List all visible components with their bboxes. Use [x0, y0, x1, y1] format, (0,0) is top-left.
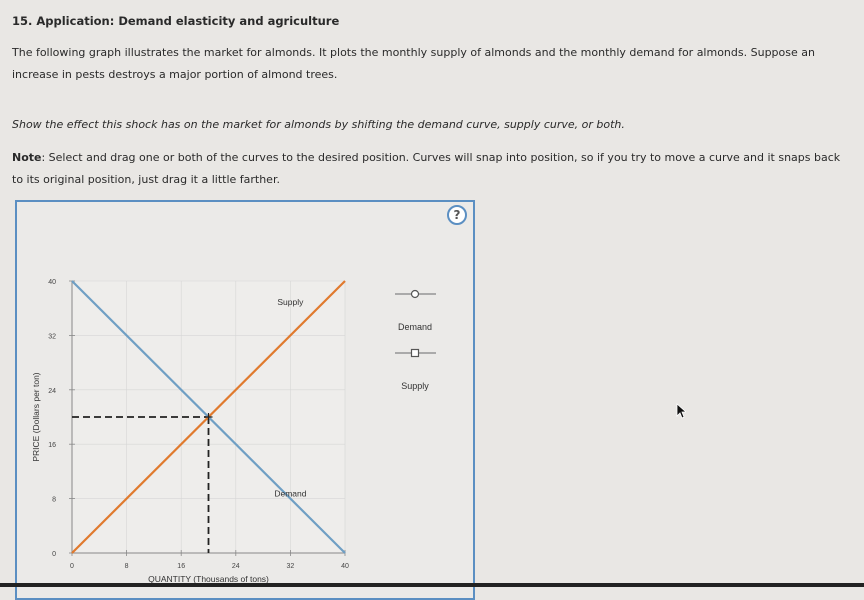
question-instruction: Show the effect this shock has on the ma…	[12, 118, 625, 131]
legend-supply-label: Supply	[401, 381, 429, 391]
y-tick-label: 24	[48, 388, 56, 395]
equilibrium-marker	[204, 413, 213, 421]
screen-bottom-edge	[0, 583, 864, 587]
help-icon[interactable]: ?	[447, 205, 467, 225]
x-tick-label: 16	[177, 563, 185, 570]
y-axis-label: PRICE (Dollars per ton)	[31, 372, 41, 461]
legend-supply-square-icon[interactable]	[410, 348, 420, 358]
y-tick-label: 8	[52, 497, 56, 504]
note-text: : Select and drag one or both of the cur…	[12, 151, 841, 186]
y-tick-label: 16	[48, 442, 56, 449]
x-axis-label: QUANTITY (Thousands of tons)	[148, 574, 269, 584]
x-tick-label: 24	[232, 563, 240, 570]
mouse-cursor-icon	[676, 403, 688, 423]
question-intro: The following graph illustrates the mark…	[12, 46, 815, 81]
x-tick-label: 32	[287, 563, 295, 570]
x-tick-label: 8	[125, 563, 129, 570]
question-note: Note: Select and drag one or both of the…	[12, 147, 852, 191]
note-label: Note	[12, 151, 42, 164]
x-tick-label: 0	[70, 563, 74, 570]
x-tick-label: 40	[341, 563, 349, 570]
demand-curve-label: Demand	[274, 489, 306, 499]
y-tick-label: 0	[52, 551, 56, 558]
supply-demand-chart: 0 8 16 24 32 40 0 8 16 24 32 40 QUANTITY (Thousands …	[31, 279, 436, 584]
supply-curve-label: Supply	[277, 297, 304, 307]
legend-demand-circle-icon[interactable]	[410, 289, 420, 299]
y-tick-label: 32	[48, 333, 56, 340]
y-tick-label: 40	[48, 279, 56, 286]
legend-demand-label: Demand	[398, 322, 432, 332]
question-title: 15. Application: Demand elasticity and a…	[12, 14, 340, 28]
